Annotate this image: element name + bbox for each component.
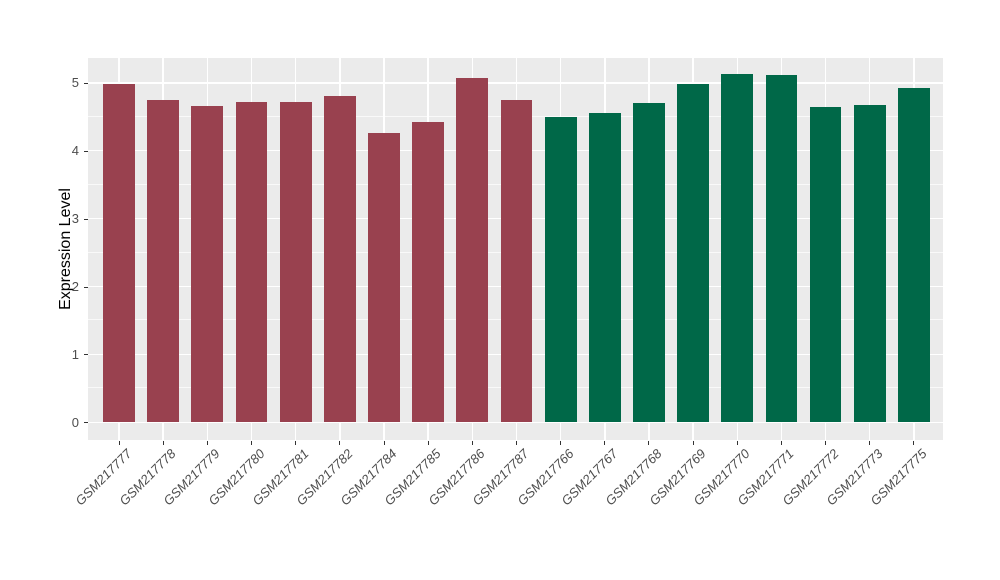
bar-GSM217775 (897, 87, 930, 423)
x-tick-mark (913, 440, 915, 445)
y-tick-label: 3 (71, 211, 79, 227)
x-tick-mark (162, 440, 164, 445)
bar-GSM217766 (544, 116, 577, 423)
y-tick-mark (84, 82, 88, 84)
bar-GSM217782 (323, 95, 356, 423)
x-tick-mark (206, 440, 208, 445)
bar-slot: GSM217766 (514, 58, 583, 508)
y-tick-label: 0 (71, 414, 79, 430)
bar-slot: GSM217772 (779, 58, 848, 508)
bar-GSM217786 (456, 78, 489, 423)
bar-slot: GSM217780 (205, 58, 273, 508)
x-tick-mark (736, 440, 738, 445)
y-tick-mark (84, 354, 88, 356)
bar-GSM217767 (588, 112, 621, 423)
bar-slot: GSM217785 (382, 58, 450, 508)
x-tick-mark (825, 440, 827, 445)
bar-slot: GSM217767 (558, 58, 627, 508)
bar-GSM217772 (809, 107, 842, 423)
x-tick-mark (515, 440, 517, 445)
bar-GSM217768 (633, 103, 665, 423)
bar-slot: GSM217786 (426, 58, 494, 508)
x-tick-mark (251, 440, 253, 445)
x-tick-mark (869, 440, 871, 445)
bar-slot: GSM217778 (117, 58, 185, 508)
bar-slot: GSM217769 (646, 58, 715, 508)
bar-GSM217787 (500, 99, 533, 423)
x-tick-mark (383, 440, 385, 445)
bar-GSM217780 (235, 101, 268, 423)
y-tick-mark (84, 286, 88, 288)
bar-GSM217770 (721, 74, 754, 423)
x-tick-mark (560, 440, 562, 445)
bar-GSM217769 (677, 84, 709, 423)
bar-slot: GSM217781 (249, 58, 318, 508)
x-tick-mark (118, 440, 120, 445)
y-tick-mark (84, 422, 88, 424)
bar-GSM217781 (279, 101, 312, 423)
x-tick-mark (339, 440, 341, 445)
gridline-major (88, 82, 943, 84)
bar-slot: GSM217773 (823, 58, 892, 508)
x-tick-mark (471, 440, 473, 445)
x-tick-mark (648, 440, 650, 445)
bar-GSM217771 (765, 75, 798, 423)
y-tick-mark (84, 150, 88, 152)
plot-panel: GSM217777 GSM217778 GSM217779 GSM217780 GSM2… (72, 58, 943, 508)
y-tick-label: 1 (71, 346, 79, 362)
bar-GSM217779 (191, 105, 224, 423)
y-tick-mark (84, 218, 88, 220)
bar-slot: GSM217787 (470, 58, 538, 508)
y-tick-label: 4 (71, 143, 79, 159)
x-tick-mark (427, 440, 429, 445)
bar-GSM217785 (412, 122, 445, 423)
x-tick-mark (295, 440, 297, 445)
x-tick-mark (692, 440, 694, 445)
bars-area: GSM217777 GSM217778 GSM217779 GSM217780 GSM2… (72, 58, 943, 508)
y-tick-label: 2 (71, 279, 79, 294)
bar-slot: GSM217779 (161, 58, 229, 508)
bar-slot: GSM217784 (337, 58, 406, 508)
bar-GSM217778 (147, 99, 180, 423)
gridline-major (88, 421, 943, 424)
bar-slot: GSM217770 (691, 58, 759, 508)
bar-slot: GSM217782 (293, 58, 362, 508)
x-tick-mark (780, 440, 782, 445)
bar-slot: GSM217775 (867, 58, 936, 508)
bar-slot: GSM217768 (602, 58, 671, 508)
bar-GSM217784 (368, 133, 400, 423)
bar-slot: GSM217771 (735, 58, 803, 508)
y-tick-label: 5 (71, 75, 79, 91)
bar-GSM217777 (103, 83, 135, 423)
bar-GSM217773 (853, 105, 886, 423)
bar-slot: GSM217777 (72, 58, 141, 508)
x-tick-mark (604, 440, 606, 445)
